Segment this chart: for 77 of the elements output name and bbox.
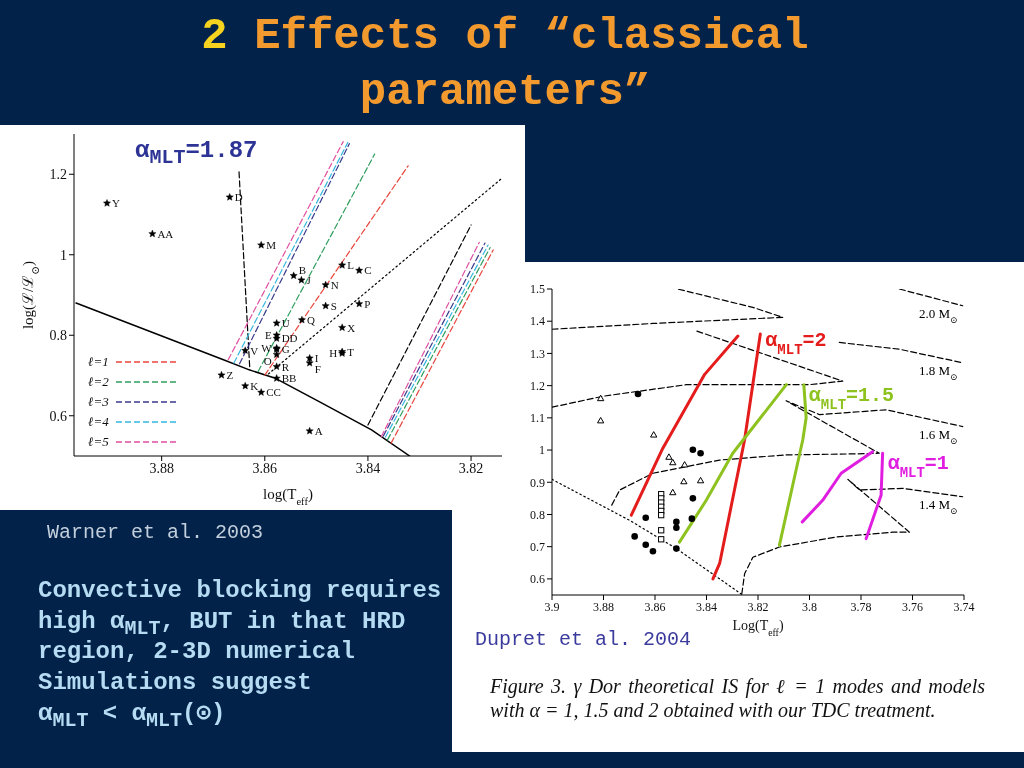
data-label: O (263, 354, 272, 367)
y-tick-label: 1.2 (530, 378, 545, 393)
text: Warner et al. 2003 (47, 521, 264, 545)
data-label: D (234, 191, 243, 204)
x-axis-title: log(T$_{eff}$) (263, 486, 313, 507)
data-label: U (281, 317, 290, 330)
series-label: α$_{MLT}$=1 (887, 452, 949, 482)
data-label: L (347, 259, 355, 272)
x-tick-label: 3.86 (644, 599, 666, 614)
series-label: 1.4 M$_{⊙}$ (919, 496, 958, 516)
x-tick-label: 3.82 (747, 599, 769, 614)
data-label: Z (226, 369, 234, 382)
y-tick-label: 1.2 (49, 167, 67, 183)
data-label: DD (281, 332, 298, 345)
x-tick-label: 3.76 (902, 599, 923, 614)
legend-label: ℓ=2 (88, 373, 110, 391)
data-label: G (281, 343, 290, 356)
x-tick-label: 3.74 (953, 599, 975, 614)
data-label: Y (112, 197, 120, 210)
y-tick-label: 0.6 (530, 572, 545, 587)
data-label: R (281, 360, 290, 373)
series-label: α$_{MLT}$=2 (765, 329, 827, 359)
data-label: H (329, 347, 338, 360)
data-label: M (266, 239, 277, 252)
x-tick-label: 3.8 (802, 599, 817, 614)
data-label: T (347, 345, 355, 358)
data-label: CC (266, 386, 281, 399)
text: Dupret et al. 2004 (475, 628, 692, 652)
y-tick-label: 1.4 (530, 314, 545, 329)
text: Convective blocking requires high α$_{MLT}$, BUT in that HRD region, 2-3D numerical Simulations suggest α$_{MLT}$ < α$_{MLT}$(⊙) (38, 577, 442, 732)
series-label: 2.0 M$_{⊙}$ (919, 305, 958, 325)
data-label: S (330, 299, 337, 312)
x-tick-label: 3.86 (252, 460, 278, 476)
legend-label: ℓ=3 (88, 393, 110, 411)
y-tick-label: 1 (60, 247, 67, 263)
x-tick-label: 3.88 (593, 599, 614, 614)
data-label: N (330, 278, 339, 291)
y-tick-label: 0.6 (49, 408, 67, 424)
x-tick-label: 3.82 (458, 460, 484, 476)
text: 2 Effects of “classical parameters” (201, 11, 809, 117)
x-tick-label: 3.84 (696, 599, 717, 614)
y-tick-label: 1.5 (530, 282, 545, 297)
y-tick-label: 1 (539, 443, 545, 458)
data-label: J (306, 274, 312, 287)
legend-label: ℓ=4 (88, 413, 110, 431)
y-tick-label: 0.7 (530, 539, 545, 554)
x-tick-label: 3.88 (149, 460, 174, 476)
y-tick-label: 1.1 (530, 411, 545, 426)
x-tick-label: 3.84 (355, 460, 381, 476)
data-label: A (314, 425, 323, 438)
data-label: E (264, 329, 272, 342)
series-label: α$_{MLT}$=1.5 (808, 383, 895, 413)
data-label: P (364, 297, 371, 310)
y-tick-label: 0.8 (49, 328, 67, 344)
series-label: 1.8 M$_{⊙}$ (919, 362, 958, 382)
data-label: I (314, 352, 319, 365)
data-label: V (250, 344, 259, 357)
data-label: X (347, 321, 356, 334)
y-tick-label: 0.8 (530, 507, 545, 522)
legend-label: ℓ=5 (88, 433, 110, 451)
legend-label: ℓ=1 (88, 353, 110, 371)
data-label: AA (157, 227, 174, 240)
caption: Figure 3. γ Dor theoretical IS for ℓ = 1 modes and models with α = 1, 1.5 and 2 obtained with our TDC treatment. (490, 674, 985, 722)
data-label: K (250, 379, 259, 392)
y-tick-label: 1.3 (530, 346, 545, 361)
data-label: Q (306, 313, 315, 326)
data-label: F (314, 362, 321, 375)
x-tick-label: 3.9 (544, 599, 560, 614)
x-axis-title: Log(T$_{eff}$) (732, 618, 784, 638)
data-label: C (364, 264, 372, 277)
data-label: BB (281, 372, 297, 385)
series-label: 1.6 M$_{⊙}$ (919, 426, 958, 446)
data-label: W (261, 342, 273, 355)
x-tick-label: 3.78 (850, 599, 872, 614)
annotation: α$_{MLT}$=1.87 (135, 137, 258, 169)
data-label: B (298, 263, 307, 276)
y-tick-label: 0.9 (530, 475, 545, 490)
